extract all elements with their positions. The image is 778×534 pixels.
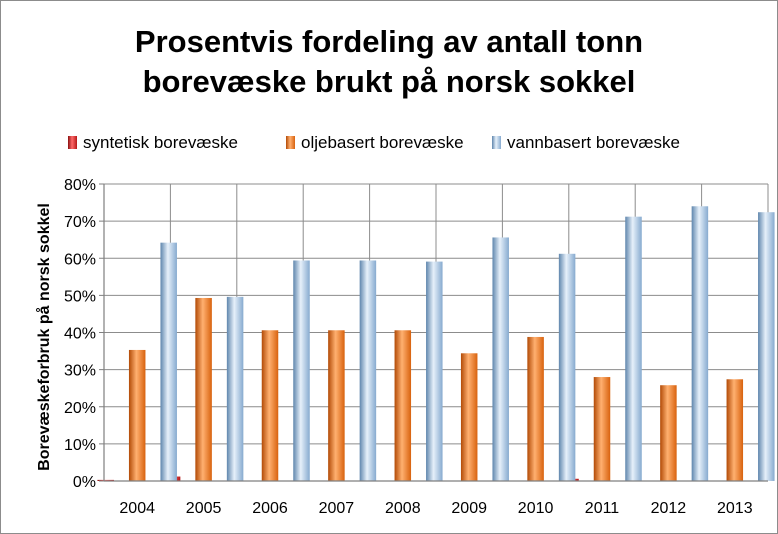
chart-title: Prosentvis fordeling av antall tonn bore… xyxy=(0,22,778,102)
y-tick-label: 80% xyxy=(64,177,96,194)
x-tick-label: 2004 xyxy=(119,500,155,517)
bar-vannbasert-borevæske-2009 xyxy=(492,237,509,481)
axes: 0% 10% 20% 30% 40% 50% 60% 70% 80% 2004 2005 2006 20… xyxy=(64,177,768,517)
bar-vannbasert-borevæske-2004 xyxy=(160,242,177,481)
chart-title-line-2: borevæske brukt på norsk sokkel xyxy=(142,64,636,99)
bar-oljebasert-borevæske-2011 xyxy=(593,377,611,481)
bar-vannbasert-borevæske-2013 xyxy=(758,212,775,481)
x-tick-label: 2011 xyxy=(585,500,620,517)
bar-oljebasert-borevæske-2004 xyxy=(128,349,146,481)
bar-oljebasert-borevæske-2007 xyxy=(328,330,345,481)
legend-label: syntetisk borevæske xyxy=(83,133,238,152)
y-tick-label: 40% xyxy=(64,326,96,343)
x-tick-label: 2008 xyxy=(385,500,421,517)
bar-oljebasert-borevæske-2006 xyxy=(261,330,279,481)
y-tick-label: 30% xyxy=(64,363,96,380)
bar-vannbasert-borevæske-2006 xyxy=(293,260,310,481)
y-tick-label: 70% xyxy=(64,214,96,231)
x-tick-label: 2005 xyxy=(186,500,222,517)
y-tick-label: 10% xyxy=(64,437,96,454)
bar-vannbasert-borevæske-2005 xyxy=(226,296,244,481)
x-tick-label: 2010 xyxy=(518,500,554,517)
bar-oljebasert-borevæske-2013 xyxy=(726,379,744,481)
legend-label: oljebasert borevæske xyxy=(301,133,464,152)
x-tick-label: 2006 xyxy=(252,500,288,517)
bar-vannbasert-borevæske-2011 xyxy=(625,216,642,482)
bar-vannbasert-borevæske-2012 xyxy=(691,206,709,481)
bar-vannbasert-borevæske-2010 xyxy=(558,253,576,481)
bar-oljebasert-borevæske-2005 xyxy=(195,297,212,481)
x-tick-label: 2012 xyxy=(651,500,687,517)
legend-label: vannbasert borevæske xyxy=(507,133,680,152)
legend: syntetisk borevæske oljebasert borevæske v… xyxy=(68,133,680,152)
legend-swatch xyxy=(286,136,295,149)
bar-oljebasert-borevæske-2009 xyxy=(460,353,478,481)
x-tick-label: 2009 xyxy=(451,500,487,517)
y-tick-label: 0% xyxy=(73,474,96,491)
bars xyxy=(97,206,775,482)
bar-vannbasert-borevæske-2008 xyxy=(426,261,443,481)
y-tick-label: 60% xyxy=(64,251,96,268)
chart-title-line-1: Prosentvis fordeling av antall tonn xyxy=(134,24,644,59)
x-tick-label: 2013 xyxy=(717,500,753,517)
bar-vannbasert-borevæske-2007 xyxy=(359,260,377,481)
x-tick-label: 2007 xyxy=(319,500,355,517)
y-tick-label: 50% xyxy=(64,288,96,305)
bar-oljebasert-borevæske-2008 xyxy=(394,330,412,481)
legend-swatch xyxy=(492,136,501,149)
legend-swatch xyxy=(68,136,77,149)
y-axis-label: Borevæskeforbruk på norsk sokkel xyxy=(35,203,53,471)
y-tick-label: 20% xyxy=(64,400,96,417)
bar-oljebasert-borevæske-2012 xyxy=(660,385,677,481)
bar-oljebasert-borevæske-2010 xyxy=(527,336,544,481)
